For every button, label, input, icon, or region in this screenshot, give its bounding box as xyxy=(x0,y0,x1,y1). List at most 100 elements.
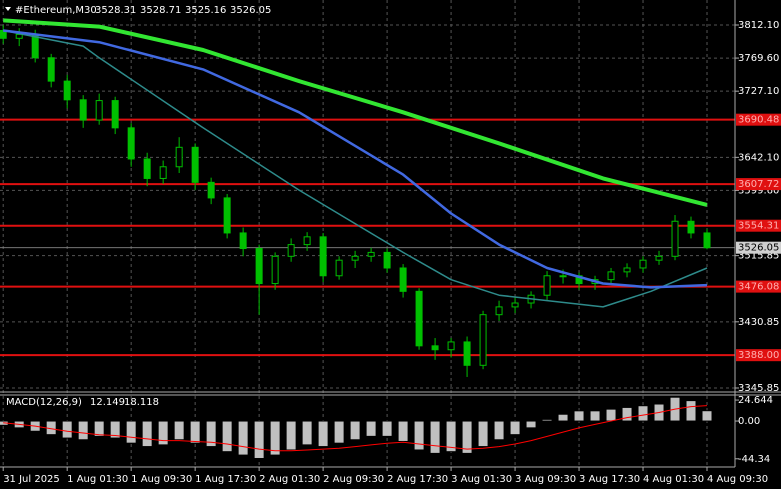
x-tick-label: 31 Jul 2025 xyxy=(3,474,60,485)
x-tick-label: 2 Aug 17:30 xyxy=(387,474,448,485)
candle-body xyxy=(95,100,103,121)
macd-bar xyxy=(557,413,569,422)
macd-value: 12.149 xyxy=(90,397,125,408)
macd-bar xyxy=(621,406,633,422)
x-tick-label: 3 Aug 01:30 xyxy=(451,474,512,485)
candle-body xyxy=(479,314,487,366)
candle-body xyxy=(223,197,231,234)
x-tick-label: 1 Aug 09:30 xyxy=(131,474,192,485)
signal-value: 18.118 xyxy=(124,397,159,408)
y-tick-label: 24.644 xyxy=(738,395,773,406)
y-tick-label: 3599.60 xyxy=(738,185,779,196)
y-tick-label: 0.00 xyxy=(738,416,760,427)
candle-body xyxy=(239,232,247,250)
macd-bar xyxy=(285,420,297,451)
candle-body xyxy=(127,127,135,160)
macd-bar xyxy=(93,420,105,437)
candle-body xyxy=(111,100,119,129)
candle-body xyxy=(399,267,407,292)
x-tick-label: 3 Aug 09:30 xyxy=(515,474,576,485)
candle-body xyxy=(639,259,647,269)
candle-body xyxy=(367,251,375,257)
x-tick-label: 3 Aug 17:30 xyxy=(579,474,640,485)
macd-bar xyxy=(77,420,89,441)
candle-body xyxy=(207,181,215,199)
candle-body xyxy=(383,251,391,269)
macd-bar xyxy=(125,420,137,444)
current-price-bg xyxy=(736,241,781,254)
x-tick-label: 1 Aug 01:30 xyxy=(67,474,128,485)
candle-body xyxy=(319,236,327,277)
macd-bar xyxy=(525,420,537,429)
macd-bar xyxy=(333,420,345,444)
macd-bar xyxy=(173,420,185,441)
candle-body xyxy=(447,341,455,351)
level-label: 3388.00 xyxy=(738,350,779,361)
candle-body xyxy=(495,306,503,316)
macd-bar xyxy=(317,420,329,448)
candle-body xyxy=(175,146,183,168)
candle-body xyxy=(671,220,679,257)
y-tick-label: 3642.10 xyxy=(738,152,779,163)
candle-body xyxy=(351,255,359,261)
macd-bar xyxy=(365,420,377,437)
macd-bar xyxy=(637,405,649,422)
current-price-label: 3526.05 xyxy=(738,243,779,254)
signal-line xyxy=(3,405,708,452)
macd-bar xyxy=(701,410,713,422)
macd-bar xyxy=(509,420,521,436)
header-close: 3526.05 xyxy=(230,5,271,16)
macd-bar xyxy=(429,420,441,454)
macd-bar xyxy=(221,420,233,453)
candle-body xyxy=(287,244,295,257)
level-label-bg xyxy=(736,113,781,126)
candle-body xyxy=(687,220,695,234)
macd-bar xyxy=(461,420,473,454)
macd-bar xyxy=(413,420,425,451)
level-label: 3476.08 xyxy=(738,282,779,293)
macd-bar xyxy=(445,420,457,453)
macd-title: MACD(12,26,9) xyxy=(6,397,82,408)
moving-average xyxy=(3,18,708,207)
candle-body xyxy=(79,99,87,121)
x-tick-label: 2 Aug 01:30 xyxy=(259,474,320,485)
macd-bar xyxy=(253,420,265,459)
candle-body xyxy=(543,275,551,296)
x-tick-label: 2 Aug 09:30 xyxy=(323,474,384,485)
candle-body xyxy=(431,345,439,351)
y-tick-label: 3812.10 xyxy=(738,20,779,31)
x-tick-label: 4 Aug 09:30 xyxy=(707,474,768,485)
macd-bar xyxy=(189,420,201,444)
header-high: 3528.71 xyxy=(140,5,181,16)
macd-bar xyxy=(349,420,361,441)
dropdown-icon[interactable] xyxy=(5,7,11,11)
candle-body xyxy=(271,255,279,285)
candle-body xyxy=(511,302,519,308)
level-label-bg xyxy=(736,178,781,191)
macd-bar xyxy=(381,420,393,437)
macd-bar xyxy=(605,408,617,422)
candle-body xyxy=(335,259,343,277)
macd-bar xyxy=(493,420,505,441)
macd-bar xyxy=(269,420,281,456)
level-label-bg xyxy=(736,280,781,293)
macd-bar xyxy=(109,420,121,439)
candle-body xyxy=(703,232,711,249)
moving-average xyxy=(3,29,708,289)
level-label: 3554.31 xyxy=(738,221,779,232)
macd-bar xyxy=(685,400,697,422)
y-tick-label: 3515.85 xyxy=(738,251,779,262)
candle-body xyxy=(655,255,663,261)
level-label-bg xyxy=(736,219,781,232)
x-tick-label: 1 Aug 17:30 xyxy=(195,474,256,485)
macd-bar xyxy=(477,420,489,448)
candle-body xyxy=(15,33,23,39)
level-label: 3607.72 xyxy=(738,179,779,190)
y-tick-label: 3430.85 xyxy=(738,317,779,328)
candle-body xyxy=(415,290,423,347)
macd-bar xyxy=(541,418,553,422)
candle-body xyxy=(255,248,263,285)
symbol-title: #Ethereum,M30 xyxy=(15,5,97,16)
y-tick-label: 3769.60 xyxy=(738,53,779,64)
